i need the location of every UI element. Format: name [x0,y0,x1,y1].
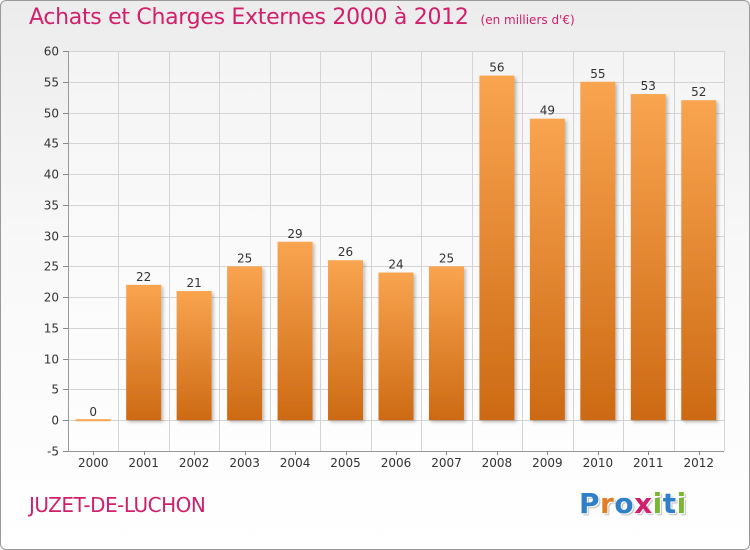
x-tick-label: 2006 [381,456,412,470]
x-tick-label: 2000 [78,456,109,470]
data-label: 55 [590,67,605,81]
y-tick-label: 60 [44,45,59,59]
data-label: 56 [489,61,504,75]
data-label: 49 [540,104,555,118]
x-tick-label: 2010 [583,456,614,470]
y-tick-label: 20 [44,291,59,305]
data-label: 53 [641,79,656,93]
axes: -5 0 5 10 15 20 25 30 35 40 45 50 55 60 2000 2001 2002 20… [44,45,724,470]
y-tick-label: 45 [44,137,59,151]
y-tick-label: 5 [51,383,59,397]
data-label: 24 [388,258,403,272]
bar [75,419,111,422]
x-tick-label: 2012 [683,456,714,470]
x-tick-label: 2005 [330,456,361,470]
y-tick-label: 15 [44,322,59,336]
bar [378,272,414,421]
logo-letter: o [614,487,635,520]
logo-letter: r [600,487,615,520]
bar [328,260,364,421]
logo-letter: i [652,487,663,520]
x-tick-label: 2002 [179,456,210,470]
brand-logo: Proxiti [579,487,687,520]
data-label: 21 [187,276,202,290]
data-label: 22 [136,270,151,284]
y-tick-label: 25 [44,260,59,274]
data-label: 52 [691,85,706,99]
data-label: 29 [287,227,302,241]
x-tick-label: 2007 [431,456,462,470]
x-tick-label: 2011 [633,456,664,470]
data-label: 0 [89,405,97,419]
y-tick-label: 0 [51,414,59,428]
chart-unit: (en milliers d'€) [480,13,575,27]
bars [75,75,717,422]
x-tick-label: 2008 [482,456,513,470]
y-tick-label: 40 [44,168,59,182]
chart-title-text: Achats et Charges Externes 2000 à 2012 [29,5,469,30]
data-label: 25 [439,251,454,265]
y-tick-label: 50 [44,107,59,121]
bar [176,291,212,421]
data-label: 25 [237,251,252,265]
y-tick-label: 35 [44,199,59,213]
data-label: 26 [338,245,353,259]
logo-letter: i [676,487,687,520]
y-tick-label: 10 [44,353,59,367]
logo-letter: P [579,487,601,520]
x-tick-label: 2004 [280,456,311,470]
x-tick-label: 2001 [128,456,159,470]
bar [479,75,515,421]
bar [630,94,666,421]
data-labels: 0 22 21 25 29 26 24 25 56 49 55 53 52 [89,61,706,420]
bar [580,81,616,421]
y-tick-label: -5 [47,445,59,459]
bar [681,100,717,421]
bar [428,266,464,421]
y-tick-label: 30 [44,230,59,244]
bar [227,266,263,421]
y-tick-label: 55 [44,76,59,90]
bar [529,118,565,421]
bar [126,284,162,421]
chart-title: Achats et Charges Externes 2000 à 2012 (e… [29,5,575,30]
x-tick-label: 2009 [532,456,563,470]
place-name: JUZET-DE-LUCHON [29,493,206,517]
bar [277,241,313,421]
x-tick-label: 2003 [229,456,260,470]
logo-letter: t [662,487,677,520]
logo-letter: x [634,487,653,520]
